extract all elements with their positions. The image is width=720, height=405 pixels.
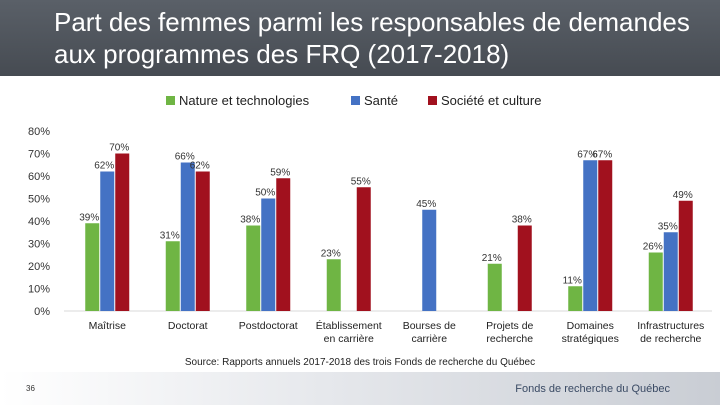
y-tick-label: 20% [28, 261, 50, 273]
bar [246, 225, 261, 311]
slide-title: Part des femmes parmi les responsables d… [54, 7, 690, 69]
x-tick-label: Doctorat [168, 320, 208, 332]
bar [85, 223, 100, 311]
bar [326, 259, 341, 311]
y-tick-label: 10% [28, 284, 50, 296]
x-tick-label: Domaines stratégiques [562, 320, 619, 345]
bar [678, 200, 693, 311]
source-note: Source: Rapports annuels 2017-2018 des t… [184, 357, 536, 368]
y-tick-label: 60% [28, 171, 50, 183]
x-tick-label: Établissement en carrière [316, 319, 382, 345]
legend: Nature et technologies Santé Société et … [0, 92, 720, 110]
title-band [0, 0, 720, 76]
footer-band [0, 372, 720, 405]
data-label: 49% [673, 190, 693, 201]
bar [195, 171, 210, 311]
bar [165, 241, 180, 311]
y-tick-label: 70% [28, 149, 50, 161]
legend-label-sante: Santé [364, 93, 398, 108]
data-label: 26% [643, 242, 663, 253]
legend-swatch-sante [351, 96, 360, 105]
data-label: 23% [321, 248, 341, 259]
data-label: 38% [240, 215, 260, 226]
data-label: 21% [482, 253, 502, 264]
data-label: 39% [79, 212, 99, 223]
bar [356, 187, 371, 311]
page-number: 36 [26, 384, 35, 393]
x-tick-label: Infrastructures de recherche [637, 320, 704, 345]
data-label: 45% [416, 199, 436, 210]
bar-chart: 0% 10% 20% 30% 40% 50% 60% 70% 80% 39% 62% 70% Maîtr… [28, 126, 712, 345]
legend-item-sante: Santé [351, 92, 398, 110]
legend-item-societe: Société et culture [428, 92, 541, 110]
legend-label-societe: Société et culture [441, 93, 542, 108]
data-label: 70% [109, 143, 129, 154]
x-tick-label: Projets de recherche [486, 320, 533, 345]
data-label: 67% [592, 149, 612, 160]
legend-label-nature: Nature et technologies [179, 93, 310, 108]
data-label: 50% [255, 188, 275, 199]
x-tick-label: Postdoctorat [239, 320, 298, 332]
data-label: 67% [577, 149, 597, 160]
y-tick-label: 30% [28, 239, 50, 251]
legend-item-nature: Nature et technologies [166, 92, 309, 110]
data-label: 55% [351, 176, 371, 187]
bar [180, 162, 195, 311]
bar [115, 153, 130, 311]
x-tick-label: Maîtrise [89, 320, 127, 332]
y-tick-label: 50% [28, 194, 50, 206]
bar [568, 286, 583, 311]
data-label: 66% [175, 152, 195, 163]
bar [100, 171, 115, 311]
data-label: 62% [190, 161, 210, 172]
y-tick-label: 80% [28, 126, 50, 138]
data-label: 11% [563, 275, 582, 286]
x-tick-label: Bourses de carrière [403, 320, 456, 345]
bar [276, 178, 291, 311]
legend-swatch-nature [166, 96, 175, 105]
bar [663, 232, 678, 311]
bar [648, 252, 663, 311]
data-label: 38% [512, 215, 532, 226]
y-tick-label: 40% [28, 216, 50, 228]
bar [487, 263, 502, 311]
bar [261, 198, 276, 311]
bar [598, 160, 613, 311]
y-tick-label: 0% [34, 306, 50, 318]
data-label: 62% [94, 161, 114, 172]
data-label: 35% [658, 221, 678, 232]
bar [583, 160, 598, 311]
org-logo-text: Fonds de recherche du Québec [515, 383, 670, 395]
legend-swatch-societe [428, 96, 437, 105]
bar [517, 225, 532, 311]
data-label: 59% [270, 167, 290, 178]
data-label: 31% [160, 230, 180, 241]
bar [422, 209, 437, 311]
